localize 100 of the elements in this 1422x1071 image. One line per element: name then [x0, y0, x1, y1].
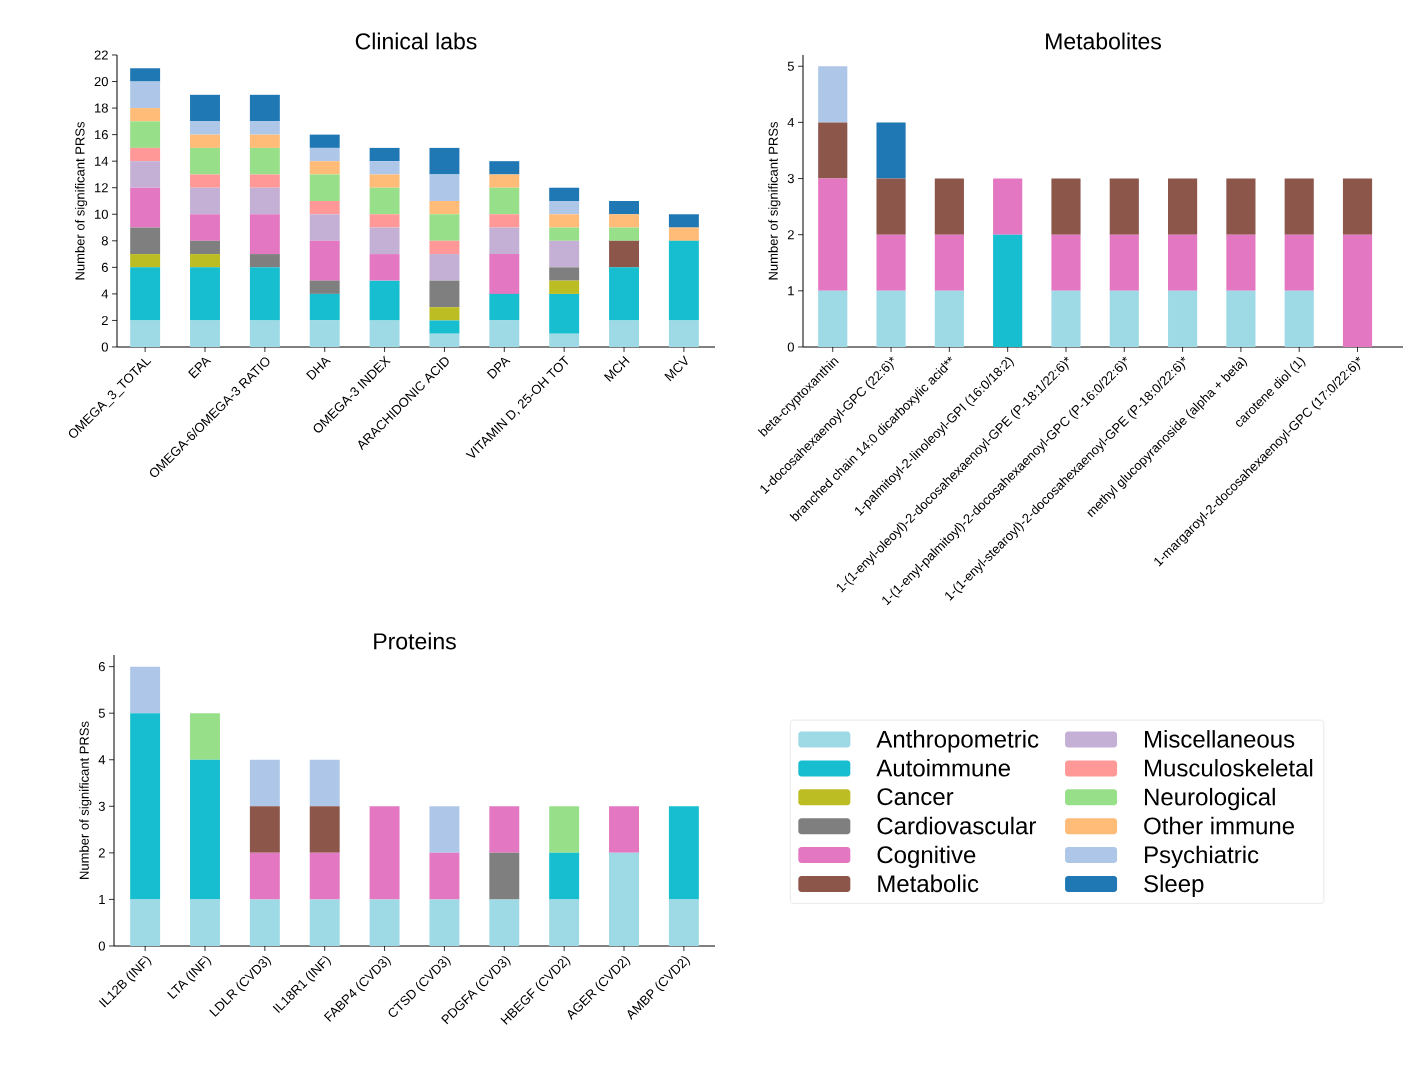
bar	[309, 280, 340, 294]
bar	[934, 178, 964, 235]
bar	[549, 227, 580, 241]
bar	[369, 214, 400, 228]
legend-label: Cancer	[877, 788, 954, 806]
bar	[249, 320, 280, 347]
bar	[429, 333, 460, 347]
y-tick-label: 5	[98, 708, 105, 718]
legend-label: Autoimmune	[876, 758, 1010, 777]
bar	[309, 852, 340, 900]
bar	[249, 759, 280, 807]
y-axis-title: Number of significant PRSs	[79, 721, 92, 879]
bar	[876, 234, 906, 291]
bar	[609, 240, 639, 268]
bar	[369, 187, 400, 215]
bar	[1342, 234, 1373, 347]
legend-label: Miscellaneous	[1145, 730, 1295, 748]
bar	[549, 200, 580, 215]
bar	[549, 187, 580, 201]
bar	[249, 254, 280, 268]
bar	[609, 267, 639, 321]
bar	[609, 320, 639, 347]
bar	[1051, 290, 1081, 347]
bar	[369, 147, 400, 162]
y-tick-label: 14	[95, 156, 109, 166]
bar	[309, 200, 340, 215]
bar	[130, 161, 161, 188]
bar	[369, 806, 400, 900]
bar	[130, 147, 161, 162]
bar	[130, 254, 161, 268]
bar	[1109, 234, 1139, 291]
bar	[993, 178, 1023, 235]
y-tick-label: 4	[787, 117, 795, 127]
legend-label: Musculoskeletal	[1145, 758, 1313, 777]
bar	[309, 806, 340, 853]
bar	[1226, 178, 1256, 235]
bar	[549, 333, 580, 347]
y-tick-label: 22	[94, 50, 108, 60]
bar	[130, 187, 161, 228]
bar	[309, 161, 340, 175]
y-tick-label: 0	[101, 342, 108, 352]
bar	[369, 254, 400, 281]
bar	[190, 320, 220, 347]
bar	[609, 852, 639, 946]
y-tick-label: 0	[98, 941, 105, 951]
bar	[429, 174, 460, 201]
x-tick-label: DHA	[306, 357, 332, 381]
bar	[190, 759, 220, 900]
bar	[309, 134, 340, 148]
bar	[429, 899, 460, 946]
y-tick-label: 3	[98, 801, 105, 811]
y-tick-label: 3	[787, 173, 794, 184]
bar	[429, 280, 460, 308]
y-tick-label: 2	[101, 315, 108, 325]
chart-title: Proteins	[374, 632, 456, 650]
y-tick-label: 1	[99, 894, 105, 904]
bar	[309, 759, 340, 807]
bar	[130, 81, 161, 109]
bar	[429, 147, 460, 175]
bar	[130, 899, 161, 946]
bar	[190, 713, 220, 760]
bar	[190, 187, 220, 215]
bar	[609, 200, 639, 215]
bar	[309, 240, 340, 281]
bar	[668, 227, 699, 241]
bar	[190, 254, 220, 268]
bar	[489, 161, 520, 175]
bar	[309, 320, 340, 347]
legend-label: Metabolic	[878, 874, 979, 893]
y-tick-label: 0	[787, 342, 794, 352]
bar	[249, 806, 280, 853]
bar	[190, 121, 220, 135]
bar	[876, 178, 906, 235]
bar	[609, 227, 639, 241]
bar	[1284, 178, 1314, 235]
bar	[249, 214, 280, 255]
bar	[309, 214, 340, 241]
bar	[369, 899, 400, 946]
bar	[190, 214, 220, 241]
bar	[309, 899, 340, 946]
bar	[249, 121, 280, 135]
bar	[130, 267, 161, 321]
legend-label: Cardiovascular	[877, 816, 1036, 835]
bar	[549, 293, 580, 334]
y-tick-label: 18	[95, 103, 108, 113]
bar	[1284, 290, 1314, 347]
bar	[369, 320, 400, 347]
bar	[609, 806, 639, 853]
bar	[668, 899, 699, 946]
bar	[429, 806, 460, 853]
y-tick-label: 6	[101, 262, 108, 272]
bar	[190, 174, 220, 188]
bar	[1226, 234, 1256, 291]
bar	[1168, 234, 1198, 291]
bar	[934, 290, 964, 347]
bar	[130, 121, 161, 148]
legend-label: Neurological	[1145, 787, 1275, 811]
bar	[668, 214, 699, 228]
legend-label: Sleep	[1144, 874, 1204, 897]
bar	[934, 234, 964, 291]
